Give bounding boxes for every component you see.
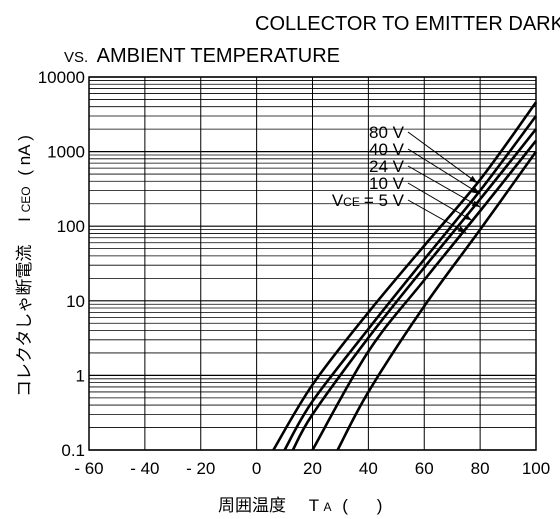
x-axis-symbol: T [309, 496, 319, 515]
annotation-leader [407, 182, 472, 221]
y-axis-symbol: I [15, 217, 34, 222]
title-line-2-prefix: VS. [64, 49, 88, 66]
data-series [272, 101, 538, 451]
y-tick-label: 10 [66, 292, 85, 311]
y-axis-label-text: コレクタしゃ断電流 [15, 245, 34, 397]
series-line [311, 139, 538, 451]
annotation-arrowhead [469, 175, 478, 183]
x-tick-label: 40 [359, 459, 378, 478]
series-line [291, 128, 538, 451]
annotation-arrowhead [471, 200, 481, 208]
voltage-label: VCE = 5 V [332, 191, 405, 210]
y-tick-label: 1 [76, 366, 85, 385]
x-axis-paren-open: ( [342, 496, 348, 515]
x-tick-labels: - 60 - 40 - 20 0 20 40 60 80 100 [74, 459, 550, 478]
annotation-arrowhead [471, 187, 481, 195]
x-tick-label: 0 [252, 459, 261, 478]
x-tick-label: - 40 [130, 459, 159, 478]
y-tick-label: 0.1 [61, 441, 85, 460]
voltage-label: 10 V [369, 174, 405, 193]
x-tick-label: 20 [303, 459, 322, 478]
x-axis-label: 周囲温度 T A ( ) [218, 496, 382, 515]
y-axis-unit: ( nA ) [15, 135, 34, 176]
title-line-2-rest: AMBIENT TEMPERATURE [97, 45, 340, 67]
series-line [336, 150, 538, 451]
y-tick-labels: 0.1 1 10 100 1000 10000 [38, 68, 85, 460]
x-tick-label: 60 [415, 459, 434, 478]
series-line [272, 101, 538, 451]
annotation-leader [407, 131, 478, 184]
y-tick-label: 100 [57, 217, 85, 236]
y-axis-symbol-sub: CEO [19, 186, 33, 212]
y-tick-label: 10000 [38, 68, 85, 87]
annotation-leader [407, 165, 481, 208]
annotation-arrowhead [457, 226, 467, 233]
annotation-arrowhead [463, 213, 472, 221]
y-axis-label: コレクタしゃ断電流 I CEO ( nA ) [15, 135, 34, 397]
title-line-1: COLLECTOR TO EMITTER DARK CURRENT [255, 13, 560, 35]
title-line-2: VS. AMBIENT TEMPERATURE [64, 45, 340, 67]
voltage-label: 80 V [369, 123, 405, 142]
y-tick-label: 1000 [47, 143, 85, 162]
major-gridlines [88, 76, 537, 451]
series-line [283, 115, 538, 451]
x-axis-symbol-sub: A [324, 500, 332, 514]
x-tick-label: 100 [522, 459, 550, 478]
annotation-leader [407, 199, 467, 234]
annotation-leader [407, 148, 481, 195]
x-axis-paren-close: ) [377, 496, 383, 515]
voltage-label: 40 V [369, 140, 405, 159]
x-tick-label: 80 [471, 459, 490, 478]
x-tick-label: - 20 [186, 459, 215, 478]
x-axis-label-text: 周囲温度 [218, 496, 286, 515]
chart-title: COLLECTOR TO EMITTER DARK CURRENT VS. AM… [64, 13, 560, 67]
voltage-label: 24 V [369, 157, 405, 176]
x-tick-label: - 60 [74, 459, 103, 478]
